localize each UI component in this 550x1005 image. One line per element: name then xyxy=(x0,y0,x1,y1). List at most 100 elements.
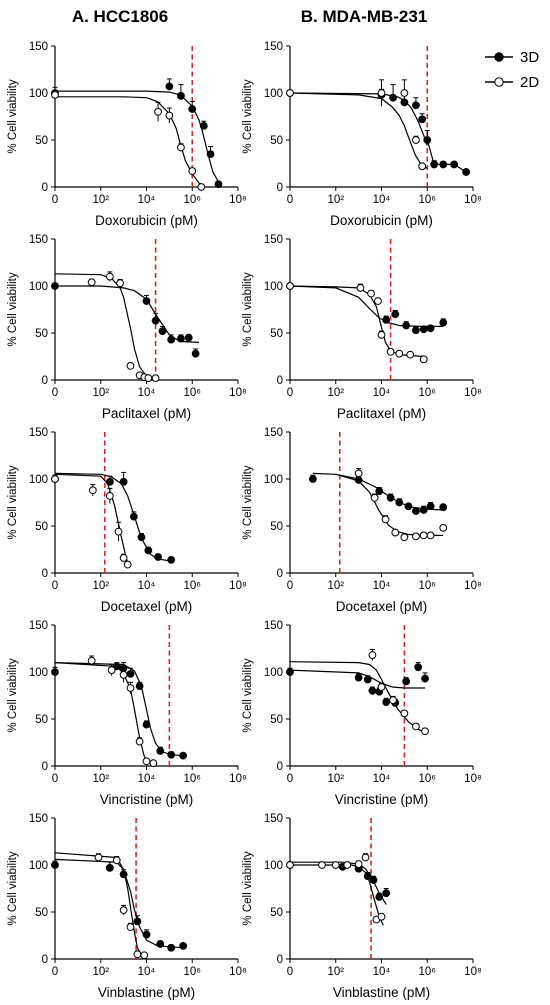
x-tick-label: 10⁴ xyxy=(373,580,391,592)
data-point xyxy=(374,297,382,305)
data-point xyxy=(154,107,162,116)
data-point xyxy=(144,374,153,383)
data-point xyxy=(286,861,294,869)
x-tick-label: 10⁴ xyxy=(138,966,156,978)
data-point xyxy=(386,347,395,356)
data-point xyxy=(382,698,391,706)
data-point xyxy=(51,475,59,483)
x-tick-label: 10² xyxy=(327,387,344,399)
y-tick-label: 150 xyxy=(29,813,48,825)
x-tick-label: 10⁴ xyxy=(138,773,156,785)
series-3d xyxy=(51,858,188,952)
chart-panel-b-4: 0 50 100 150 0 10² 10⁴ 10⁶ 10⁸ % Cell viability Vi… xyxy=(242,620,482,807)
data-point xyxy=(363,675,372,684)
legend: 3D 2D xyxy=(485,49,539,91)
data-point xyxy=(368,651,377,659)
series-3d xyxy=(51,282,200,358)
series-3d xyxy=(51,78,223,189)
data-point xyxy=(135,682,144,690)
x-tick-label: 10⁶ xyxy=(418,194,436,206)
data-point xyxy=(418,162,427,171)
x-tick-label: 0 xyxy=(52,194,58,206)
chart-panel-b-1: 0 50 100 150 0 10² 10⁴ 10⁶ 10⁸ % Cell viability Do… xyxy=(242,41,482,228)
data-point xyxy=(382,315,391,324)
data-point xyxy=(188,167,197,175)
data-point xyxy=(418,115,427,124)
data-point xyxy=(142,720,151,729)
fit-curve xyxy=(55,96,204,186)
data-point xyxy=(389,696,397,705)
x-tick-label: 10² xyxy=(92,194,109,206)
chart-panel-b-5: 0 50 100 150 0 10² 10⁴ 10⁶ 10⁸ % Cell viability Vi… xyxy=(242,813,482,1000)
y-tick-label: 50 xyxy=(35,135,48,147)
x-tick-label: 10⁸ xyxy=(229,966,247,978)
y-tick-label: 50 xyxy=(35,328,48,340)
series-2d xyxy=(54,655,158,768)
series-3d xyxy=(51,662,188,760)
x-tick-label: 10² xyxy=(327,580,344,592)
x-tick-label: 10⁴ xyxy=(138,387,156,399)
y-tick-label: 0 xyxy=(42,568,48,580)
fit-curve xyxy=(54,858,184,949)
x-tick-label: 10⁴ xyxy=(138,194,156,206)
x-axis-label: Vincristine (pM) xyxy=(100,792,194,807)
data-point xyxy=(149,759,158,768)
fit-curve xyxy=(54,852,145,958)
data-point xyxy=(165,82,174,91)
x-tick-label: 10⁶ xyxy=(418,387,436,399)
series-2d xyxy=(54,852,149,960)
x-tick-label: 10² xyxy=(327,966,344,978)
data-point xyxy=(367,289,375,298)
y-tick-label: 100 xyxy=(264,860,283,872)
y-tick-label: 50 xyxy=(35,907,48,919)
data-point xyxy=(214,180,223,189)
legend-3d-label: 3D xyxy=(520,49,539,66)
data-point xyxy=(308,475,317,483)
data-point xyxy=(404,502,413,511)
data-point xyxy=(343,861,352,869)
series-3d xyxy=(308,472,448,515)
data-point xyxy=(370,493,379,502)
data-point xyxy=(419,506,428,514)
data-point xyxy=(368,686,377,695)
x-tick-label: 10² xyxy=(92,387,109,399)
data-point xyxy=(430,160,439,169)
y-axis-label: % Cell viability xyxy=(242,272,254,346)
data-point xyxy=(167,750,176,759)
data-point xyxy=(402,677,411,686)
y-axis-label: % Cell viability xyxy=(242,79,254,153)
fit-curve xyxy=(54,662,154,765)
fit-curve xyxy=(289,285,424,358)
y-tick-label: 100 xyxy=(29,860,48,872)
y-tick-label: 50 xyxy=(270,907,283,919)
x-axis-label: Paclitaxel (pM) xyxy=(337,406,426,421)
data-point xyxy=(112,856,121,865)
y-tick-label: 0 xyxy=(277,761,283,773)
data-point xyxy=(377,89,386,97)
data-point xyxy=(167,335,176,344)
y-axis-label: % Cell viability xyxy=(7,465,19,539)
y-tick-label: 100 xyxy=(264,88,283,100)
x-tick-label: 10⁶ xyxy=(418,580,436,592)
data-point xyxy=(114,527,123,536)
data-point xyxy=(400,89,409,97)
data-point xyxy=(135,737,144,746)
y-tick-label: 100 xyxy=(29,667,48,679)
chart-panel-a-5: 0 50 100 150 0 10² 10⁴ 10⁶ 10⁸ % Cell viability Vi… xyxy=(7,813,247,1000)
data-point xyxy=(184,333,193,342)
data-point xyxy=(126,684,135,692)
x-tick-label: 10⁴ xyxy=(373,194,391,206)
x-tick-label: 10² xyxy=(92,966,109,978)
data-point xyxy=(151,316,160,325)
x-tick-label: 10⁶ xyxy=(418,966,436,978)
data-point xyxy=(179,941,188,950)
x-tick-label: 0 xyxy=(287,966,293,978)
data-point xyxy=(426,531,435,540)
x-tick-label: 10⁸ xyxy=(464,387,482,399)
y-tick-label: 150 xyxy=(29,620,48,632)
data-point xyxy=(87,656,96,665)
series-2d xyxy=(286,853,386,926)
x-tick-label: 10⁴ xyxy=(373,773,391,785)
x-tick-label: 10² xyxy=(327,773,344,785)
